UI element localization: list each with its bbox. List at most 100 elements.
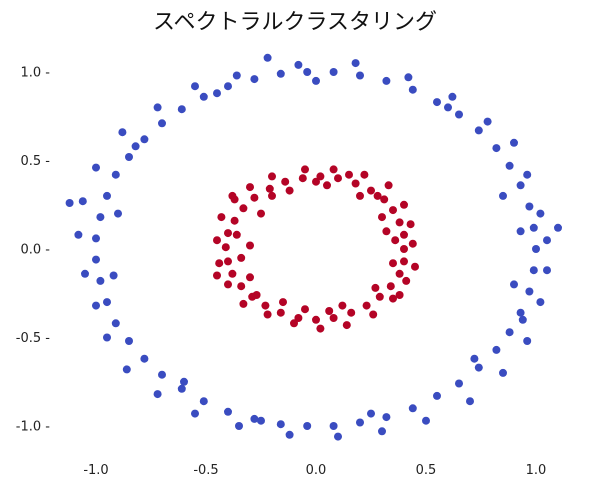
data-point-series-1-0 [400,245,408,253]
data-point-series-0-4 [505,161,514,170]
data-point-series-1-75 [279,298,287,307]
data-point-series-1-22 [276,308,285,317]
data-point-series-0-16 [224,82,232,91]
data-point-series-0-92 [109,271,118,280]
data-point-series-1-27 [362,301,371,310]
data-point-series-0-70 [92,301,100,310]
data-point-series-1-42 [217,213,226,222]
data-point-series-0-99 [257,416,265,425]
data-point-series-0-67 [65,199,74,207]
data-point-series-0-47 [505,328,514,337]
data-point-series-1-13 [239,204,248,213]
data-point-series-0-18 [177,105,186,114]
data-point-series-1-79 [325,307,334,315]
data-point-series-0-37 [276,420,285,429]
data-point-series-1-26 [347,308,356,317]
data-point-series-0-71 [103,333,111,342]
data-point-series-1-12 [250,193,259,202]
data-point-series-1-30 [395,269,404,278]
data-point-series-0-93 [180,377,188,386]
data-point-series-0-21 [125,153,133,161]
data-point-series-1-50 [342,321,351,330]
data-point-series-1-31 [400,257,408,266]
data-point-series-0-57 [404,73,413,82]
data-point-series-0-56 [448,92,457,101]
data-point-series-0-64 [118,128,127,137]
data-point-series-0-6 [474,126,483,135]
data-point-series-1-66 [382,227,391,236]
data-point-series-0-33 [177,384,186,393]
data-point-series-1-72 [411,262,419,271]
data-point-series-1-76 [312,177,320,186]
data-point-series-1-54 [391,236,400,245]
data-point-series-0-51 [543,236,551,245]
data-point-series-1-38 [301,165,309,174]
data-point-series-0-63 [153,103,162,112]
data-point-series-0-94 [312,76,320,85]
data-point-series-0-28 [103,298,111,307]
data-point-series-0-44 [455,379,463,388]
data-point-series-0-75 [235,422,243,430]
data-point-series-0-17 [199,92,208,101]
data-point-series-0-38 [303,422,312,430]
data-point-series-1-78 [252,291,261,299]
data-point-series-1-46 [239,299,248,308]
data-point-series-0-96 [367,409,375,418]
data-point-series-1-65 [257,209,265,218]
data-point-series-0-76 [285,430,294,439]
data-point-series-1-40 [246,183,254,192]
x-tick-label: 1.0 [526,463,547,478]
x-tick-label: 0.5 [416,463,437,478]
data-point-series-1-52 [389,294,397,303]
data-point-series-0-10 [382,76,391,85]
data-point-series-1-25 [329,314,338,322]
data-point-series-0-95 [213,89,221,98]
data-point-series-1-62 [301,305,309,314]
data-point-series-0-62 [191,82,199,91]
data-point-series-0-86 [516,227,525,236]
y-tick-label: -0.5 - [16,331,50,346]
data-point-series-0-45 [474,363,483,372]
data-point-series-1-49 [316,324,325,333]
data-point-series-0-11 [356,71,364,80]
data-point-series-0-80 [466,397,474,406]
data-point-series-1-77 [373,191,382,200]
data-point-series-0-2 [525,202,534,211]
data-point-series-0-49 [525,287,534,296]
data-point-series-0-42 [408,404,417,413]
data-point-series-0-25 [92,234,100,243]
data-point-series-1-53 [402,276,411,285]
data-point-series-1-23 [294,314,303,322]
data-point-series-0-8 [433,98,441,107]
data-point-series-0-0 [532,245,540,253]
data-point-series-1-17 [224,257,232,266]
data-point-series-0-89 [518,315,527,324]
data-point-series-1-67 [228,191,237,200]
data-point-series-1-48 [290,319,298,328]
data-point-series-0-43 [433,391,441,400]
data-point-series-0-74 [191,409,199,418]
data-point-series-0-61 [232,71,241,80]
data-point-series-0-15 [250,75,259,84]
data-point-series-1-33 [406,220,415,229]
data-point-series-1-56 [378,213,386,222]
data-point-series-1-24 [312,315,320,324]
data-point-series-0-48 [516,308,525,317]
data-point-series-0-31 [140,354,149,363]
data-point-series-0-50 [529,266,538,275]
data-point-series-0-68 [74,230,83,239]
data-point-series-0-14 [276,69,285,78]
data-point-series-0-22 [111,170,120,179]
data-point-series-1-37 [329,165,338,174]
data-point-series-1-43 [213,236,221,245]
data-point-series-1-29 [386,282,395,291]
data-point-series-0-26 [92,255,100,264]
data-point-series-0-54 [510,138,518,147]
data-point-series-0-97 [470,354,479,363]
data-point-series-0-52 [536,209,545,218]
data-point-series-1-73 [213,271,221,280]
data-point-series-0-12 [329,68,338,76]
data-point-series-0-32 [158,370,166,379]
data-point-series-0-19 [158,119,166,128]
data-point-series-1-16 [221,243,230,252]
